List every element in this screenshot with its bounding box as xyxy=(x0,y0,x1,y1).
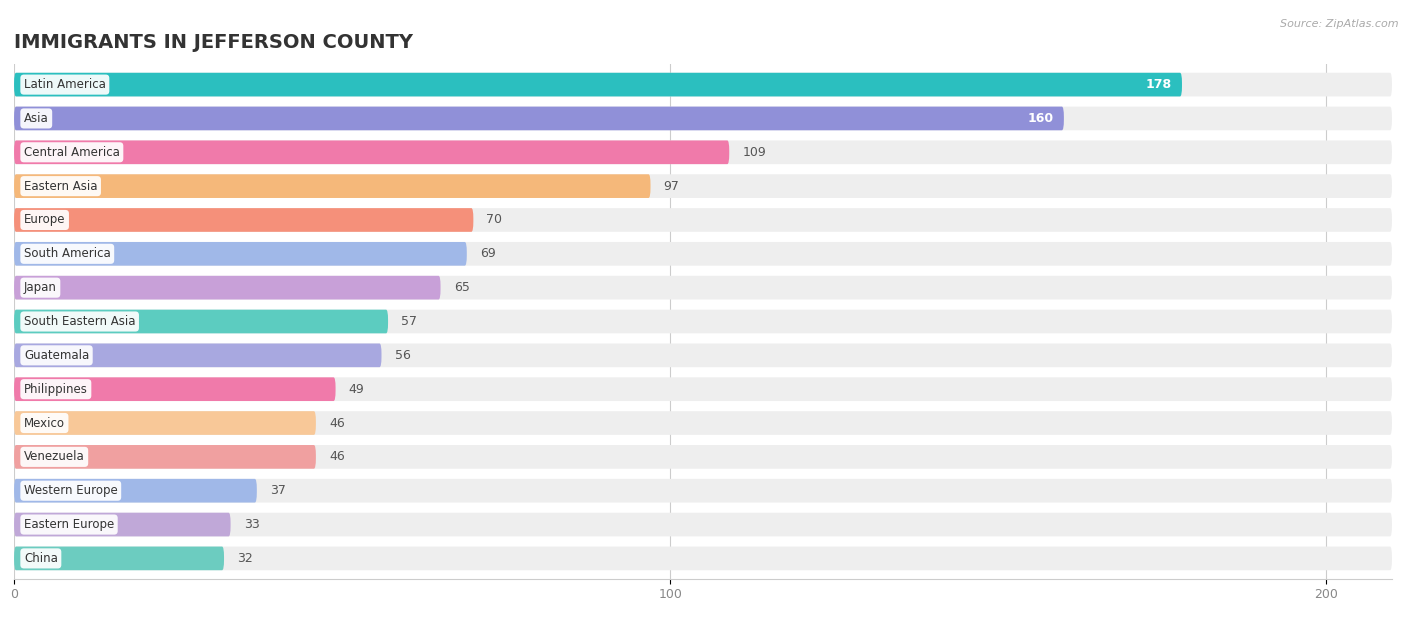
Text: Eastern Asia: Eastern Asia xyxy=(24,179,97,193)
Text: IMMIGRANTS IN JEFFERSON COUNTY: IMMIGRANTS IN JEFFERSON COUNTY xyxy=(14,33,413,51)
Text: 97: 97 xyxy=(664,179,679,193)
Text: Guatemala: Guatemala xyxy=(24,349,89,362)
FancyBboxPatch shape xyxy=(14,242,1392,266)
FancyBboxPatch shape xyxy=(14,73,1392,96)
Text: 46: 46 xyxy=(329,450,344,464)
Text: 70: 70 xyxy=(486,213,502,226)
Text: 46: 46 xyxy=(329,417,344,430)
FancyBboxPatch shape xyxy=(14,343,1392,367)
Text: Philippines: Philippines xyxy=(24,383,87,395)
FancyBboxPatch shape xyxy=(14,310,388,333)
FancyBboxPatch shape xyxy=(14,445,1392,469)
Text: 160: 160 xyxy=(1028,112,1054,125)
FancyBboxPatch shape xyxy=(14,107,1064,131)
Text: South America: South America xyxy=(24,248,111,260)
Text: Japan: Japan xyxy=(24,281,56,294)
FancyBboxPatch shape xyxy=(14,73,1182,96)
FancyBboxPatch shape xyxy=(14,512,1392,536)
FancyBboxPatch shape xyxy=(14,411,316,435)
Text: Venezuela: Venezuela xyxy=(24,450,84,464)
FancyBboxPatch shape xyxy=(14,208,474,232)
Text: Central America: Central America xyxy=(24,146,120,159)
FancyBboxPatch shape xyxy=(14,276,1392,300)
Text: 109: 109 xyxy=(742,146,766,159)
FancyBboxPatch shape xyxy=(14,411,1392,435)
Text: Source: ZipAtlas.com: Source: ZipAtlas.com xyxy=(1281,19,1399,30)
Text: 32: 32 xyxy=(238,552,253,565)
FancyBboxPatch shape xyxy=(14,208,1392,232)
Text: 33: 33 xyxy=(243,518,260,531)
FancyBboxPatch shape xyxy=(14,140,730,164)
Text: Mexico: Mexico xyxy=(24,417,65,430)
FancyBboxPatch shape xyxy=(14,174,1392,198)
Text: Western Europe: Western Europe xyxy=(24,484,118,497)
Text: 57: 57 xyxy=(401,315,418,328)
FancyBboxPatch shape xyxy=(14,479,257,503)
FancyBboxPatch shape xyxy=(14,479,1392,503)
FancyBboxPatch shape xyxy=(14,377,1392,401)
Text: 49: 49 xyxy=(349,383,364,395)
Text: South Eastern Asia: South Eastern Asia xyxy=(24,315,135,328)
FancyBboxPatch shape xyxy=(14,140,1392,164)
Text: Latin America: Latin America xyxy=(24,78,105,91)
Text: 37: 37 xyxy=(270,484,285,497)
Text: Europe: Europe xyxy=(24,213,66,226)
FancyBboxPatch shape xyxy=(14,107,1392,131)
FancyBboxPatch shape xyxy=(14,512,231,536)
FancyBboxPatch shape xyxy=(14,445,316,469)
FancyBboxPatch shape xyxy=(14,547,1392,570)
FancyBboxPatch shape xyxy=(14,547,224,570)
Text: 69: 69 xyxy=(479,248,496,260)
Text: Eastern Europe: Eastern Europe xyxy=(24,518,114,531)
FancyBboxPatch shape xyxy=(14,242,467,266)
Text: 178: 178 xyxy=(1146,78,1173,91)
FancyBboxPatch shape xyxy=(14,377,336,401)
FancyBboxPatch shape xyxy=(14,343,381,367)
Text: 56: 56 xyxy=(395,349,411,362)
FancyBboxPatch shape xyxy=(14,310,1392,333)
Text: China: China xyxy=(24,552,58,565)
Text: 65: 65 xyxy=(454,281,470,294)
FancyBboxPatch shape xyxy=(14,174,651,198)
Text: Asia: Asia xyxy=(24,112,49,125)
FancyBboxPatch shape xyxy=(14,276,440,300)
